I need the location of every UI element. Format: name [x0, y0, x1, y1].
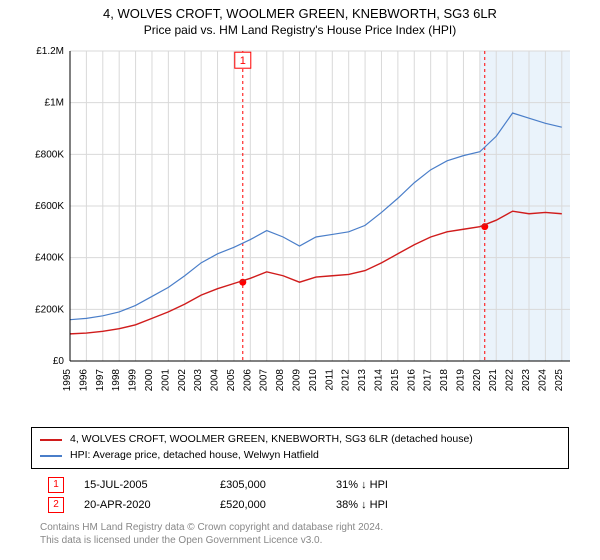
sale-date: 20-APR-2020: [76, 495, 212, 515]
sale-price: £305,000: [212, 475, 328, 495]
svg-text:2021: 2021: [488, 369, 499, 392]
svg-text:2009: 2009: [292, 369, 303, 392]
svg-text:2016: 2016: [406, 369, 417, 392]
svg-text:2008: 2008: [275, 369, 286, 392]
legend-item: 4, WOLVES CROFT, WOOLMER GREEN, KNEBWORT…: [40, 432, 560, 448]
svg-text:2004: 2004: [210, 369, 221, 392]
svg-text:2023: 2023: [521, 369, 532, 392]
svg-text:2025: 2025: [554, 369, 565, 392]
legend-swatch: [40, 455, 62, 457]
svg-text:2022: 2022: [505, 369, 516, 392]
svg-text:2003: 2003: [193, 369, 204, 392]
legend-swatch: [40, 439, 62, 441]
legend-item: HPI: Average price, detached house, Welw…: [40, 448, 560, 464]
sale-date: 15-JUL-2005: [76, 475, 212, 495]
svg-text:£200K: £200K: [35, 304, 64, 315]
svg-text:1: 1: [240, 55, 246, 67]
svg-text:1999: 1999: [128, 369, 139, 392]
svg-text:2024: 2024: [537, 369, 548, 392]
svg-text:1995: 1995: [62, 369, 73, 392]
svg-text:£0: £0: [53, 356, 65, 367]
chart-titles: 4, WOLVES CROFT, WOOLMER GREEN, KNEBWORT…: [0, 0, 600, 37]
svg-text:£1M: £1M: [45, 98, 64, 109]
svg-text:2002: 2002: [177, 369, 188, 392]
sales-table: 1 15-JUL-2005£305,00031% ↓ HPI 2 20-APR-202…: [40, 475, 560, 515]
table-row: 2 20-APR-2020£520,00038% ↓ HPI: [40, 495, 560, 515]
chart-title: 4, WOLVES CROFT, WOOLMER GREEN, KNEBWORT…: [0, 6, 600, 21]
sale-price: £520,000: [212, 495, 328, 515]
svg-text:£600K: £600K: [35, 201, 64, 212]
svg-text:2011: 2011: [324, 369, 335, 391]
svg-text:2014: 2014: [373, 369, 384, 392]
svg-text:2006: 2006: [242, 369, 253, 392]
footer: Contains HM Land Registry data © Crown c…: [40, 521, 560, 547]
legend-label: 4, WOLVES CROFT, WOOLMER GREEN, KNEBWORT…: [70, 432, 473, 448]
svg-text:2005: 2005: [226, 369, 237, 392]
svg-text:1996: 1996: [78, 369, 89, 392]
sale-delta: 38% ↓ HPI: [328, 495, 560, 515]
svg-text:2019: 2019: [455, 369, 466, 392]
chart-subtitle: Price paid vs. HM Land Registry's House …: [0, 23, 600, 37]
footer-line-1: Contains HM Land Registry data © Crown c…: [40, 521, 560, 534]
sale-delta: 31% ↓ HPI: [328, 475, 560, 495]
legend: 4, WOLVES CROFT, WOOLMER GREEN, KNEBWORT…: [31, 427, 569, 469]
svg-text:2018: 2018: [439, 369, 450, 392]
footer-line-2: This data is licensed under the Open Gov…: [40, 534, 560, 547]
svg-text:2000: 2000: [144, 369, 155, 392]
sale-marker: 1: [48, 477, 64, 493]
svg-text:£1.2M: £1.2M: [36, 46, 64, 57]
svg-text:1998: 1998: [111, 369, 122, 392]
line-chart: 12£0£200K£400K£600K£800K£1M£1.2M19951996…: [20, 41, 580, 421]
svg-text:2010: 2010: [308, 369, 319, 392]
legend-label: HPI: Average price, detached house, Welw…: [70, 448, 319, 464]
svg-text:2001: 2001: [160, 369, 171, 392]
svg-text:2013: 2013: [357, 369, 368, 392]
svg-text:2012: 2012: [341, 369, 352, 392]
chart-area: 12£0£200K£400K£600K£800K£1M£1.2M19951996…: [20, 41, 580, 421]
table-row: 1 15-JUL-2005£305,00031% ↓ HPI: [40, 475, 560, 495]
svg-text:£400K: £400K: [35, 253, 64, 264]
sale-marker: 2: [48, 497, 64, 513]
svg-text:1997: 1997: [95, 369, 106, 392]
svg-text:2020: 2020: [472, 369, 483, 392]
svg-text:£800K: £800K: [35, 149, 64, 160]
svg-text:2017: 2017: [423, 369, 434, 392]
svg-text:2007: 2007: [259, 369, 270, 392]
svg-text:2015: 2015: [390, 369, 401, 392]
